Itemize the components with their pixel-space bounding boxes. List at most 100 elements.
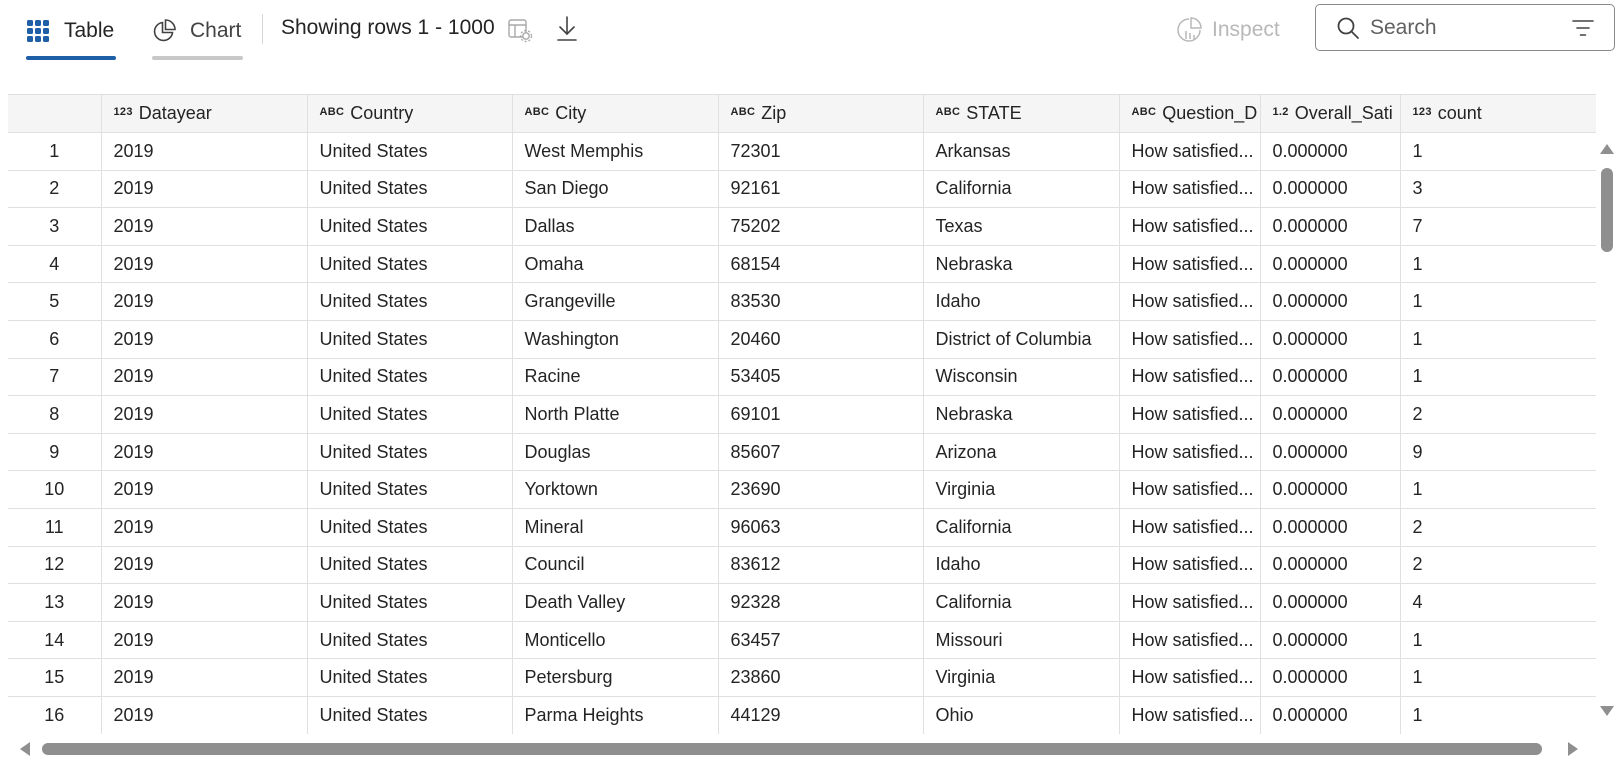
row-index-cell[interactable]: 12 <box>8 546 102 585</box>
vertical-scroll-thumb[interactable] <box>1601 168 1613 252</box>
search-input[interactable] <box>1370 15 1570 40</box>
table-cell[interactable]: 2 <box>1400 395 1596 434</box>
table-row[interactable]: 6 2019 United States Washington 20460 Distric… <box>8 320 1596 359</box>
table-cell[interactable]: 1 <box>1400 320 1596 359</box>
table-cell[interactable]: 0.000000 <box>1260 320 1401 359</box>
table-cell[interactable]: United States <box>307 658 513 697</box>
table-cell[interactable]: 2019 <box>101 207 308 246</box>
row-index-cell[interactable]: 7 <box>8 358 102 397</box>
row-index-cell[interactable]: 10 <box>8 470 102 509</box>
table-cell[interactable]: 0.000000 <box>1260 508 1401 547</box>
row-index-cell[interactable]: 2 <box>8 170 102 209</box>
table-cell[interactable]: 0.000000 <box>1260 433 1401 472</box>
table-cell[interactable]: 0.000000 <box>1260 358 1401 397</box>
table-cell[interactable]: United States <box>307 696 513 734</box>
table-cell[interactable]: Council <box>512 546 719 585</box>
vertical-scrollbar[interactable] <box>1597 140 1617 730</box>
table-cell[interactable]: 0.000000 <box>1260 395 1401 434</box>
row-index-cell[interactable]: 16 <box>8 696 102 734</box>
table-cell[interactable]: 83612 <box>718 546 924 585</box>
table-cell[interactable]: How satisfied... <box>1119 207 1261 246</box>
tab-table[interactable]: Table <box>26 8 114 54</box>
table-cell[interactable]: How satisfied... <box>1119 621 1261 660</box>
table-cell[interactable]: 83530 <box>718 282 924 321</box>
table-cell[interactable]: 2019 <box>101 658 308 697</box>
table-cell[interactable]: United States <box>307 433 513 472</box>
table-cell[interactable]: How satisfied... <box>1119 358 1261 397</box>
table-cell[interactable]: How satisfied... <box>1119 245 1261 284</box>
table-cell[interactable]: 2019 <box>101 583 308 622</box>
table-cell[interactable]: United States <box>307 358 513 397</box>
table-row[interactable]: 11 2019 United States Mineral 96063 Californi… <box>8 508 1596 547</box>
table-cell[interactable]: Wisconsin <box>923 358 1120 397</box>
table-cell[interactable]: Virginia <box>923 658 1120 697</box>
table-cell[interactable]: Mineral <box>512 508 719 547</box>
search-box[interactable] <box>1315 4 1615 51</box>
table-cell[interactable]: Nebraska <box>923 245 1120 284</box>
table-cell[interactable]: How satisfied... <box>1119 395 1261 434</box>
table-cell[interactable]: How satisfied... <box>1119 546 1261 585</box>
table-cell[interactable]: 2019 <box>101 320 308 359</box>
table-cell[interactable]: Arkansas <box>923 132 1120 171</box>
table-cell[interactable]: California <box>923 170 1120 209</box>
table-cell[interactable]: 7 <box>1400 207 1596 246</box>
table-cell[interactable]: Douglas <box>512 433 719 472</box>
table-cell[interactable]: 44129 <box>718 696 924 734</box>
table-row[interactable]: 4 2019 United States Omaha 68154 Nebraska How … <box>8 245 1596 284</box>
table-cell[interactable]: How satisfied... <box>1119 470 1261 509</box>
table-cell[interactable]: 1 <box>1400 132 1596 171</box>
table-row[interactable]: 10 2019 United States Yorktown 23690 Virginia… <box>8 470 1596 509</box>
column-header[interactable]: 1.2 Overall_Sati <box>1260 94 1401 133</box>
table-cell[interactable]: 20460 <box>718 320 924 359</box>
table-cell[interactable]: United States <box>307 132 513 171</box>
table-cell[interactable]: 69101 <box>718 395 924 434</box>
table-cell[interactable]: Arizona <box>923 433 1120 472</box>
table-cell[interactable]: 0.000000 <box>1260 583 1401 622</box>
table-cell[interactable]: 23860 <box>718 658 924 697</box>
table-cell[interactable]: 1 <box>1400 358 1596 397</box>
table-cell[interactable]: Racine <box>512 358 719 397</box>
table-cell[interactable]: How satisfied... <box>1119 583 1261 622</box>
table-cell[interactable]: Texas <box>923 207 1120 246</box>
table-cell[interactable]: Idaho <box>923 546 1120 585</box>
table-cell[interactable]: California <box>923 583 1120 622</box>
table-cell[interactable]: San Diego <box>512 170 719 209</box>
table-cell[interactable]: California <box>923 508 1120 547</box>
table-cell[interactable]: Missouri <box>923 621 1120 660</box>
table-cell[interactable]: United States <box>307 546 513 585</box>
table-row[interactable]: 2 2019 United States San Diego 92161 Californ… <box>8 170 1596 209</box>
table-cell[interactable]: 4 <box>1400 583 1596 622</box>
table-cell[interactable]: 0.000000 <box>1260 658 1401 697</box>
table-cell[interactable]: United States <box>307 508 513 547</box>
column-header[interactable]: 123 count <box>1400 94 1596 133</box>
column-header[interactable]: ABC STATE <box>923 94 1120 133</box>
table-cell[interactable]: 1 <box>1400 245 1596 284</box>
scroll-left-icon[interactable] <box>20 742 30 756</box>
table-cell[interactable]: 2019 <box>101 132 308 171</box>
row-index-cell[interactable]: 9 <box>8 433 102 472</box>
table-cell[interactable]: Parma Heights <box>512 696 719 734</box>
table-cell[interactable]: How satisfied... <box>1119 282 1261 321</box>
table-cell[interactable]: United States <box>307 320 513 359</box>
table-cell[interactable]: How satisfied... <box>1119 320 1261 359</box>
table-cell[interactable]: 1 <box>1400 658 1596 697</box>
row-index-cell[interactable]: 4 <box>8 245 102 284</box>
table-cell[interactable]: 0.000000 <box>1260 132 1401 171</box>
table-cell[interactable]: 68154 <box>718 245 924 284</box>
table-cell[interactable]: 2019 <box>101 358 308 397</box>
table-cell[interactable]: 1 <box>1400 282 1596 321</box>
table-cell[interactable]: 63457 <box>718 621 924 660</box>
table-row[interactable]: 14 2019 United States Monticello 63457 Missou… <box>8 621 1596 660</box>
table-cell[interactable]: 72301 <box>718 132 924 171</box>
table-cell[interactable]: United States <box>307 621 513 660</box>
table-cell[interactable]: 2019 <box>101 546 308 585</box>
horizontal-scrollbar[interactable] <box>16 738 1596 758</box>
table-cell[interactable]: 2019 <box>101 245 308 284</box>
table-cell[interactable]: 0.000000 <box>1260 621 1401 660</box>
table-cell[interactable]: How satisfied... <box>1119 696 1261 734</box>
table-cell[interactable]: Omaha <box>512 245 719 284</box>
table-row[interactable]: 12 2019 United States Council 83612 Idaho How … <box>8 546 1596 585</box>
table-cell[interactable]: 92328 <box>718 583 924 622</box>
table-cell[interactable]: 0.000000 <box>1260 245 1401 284</box>
column-header[interactable]: ABC City <box>512 94 719 133</box>
